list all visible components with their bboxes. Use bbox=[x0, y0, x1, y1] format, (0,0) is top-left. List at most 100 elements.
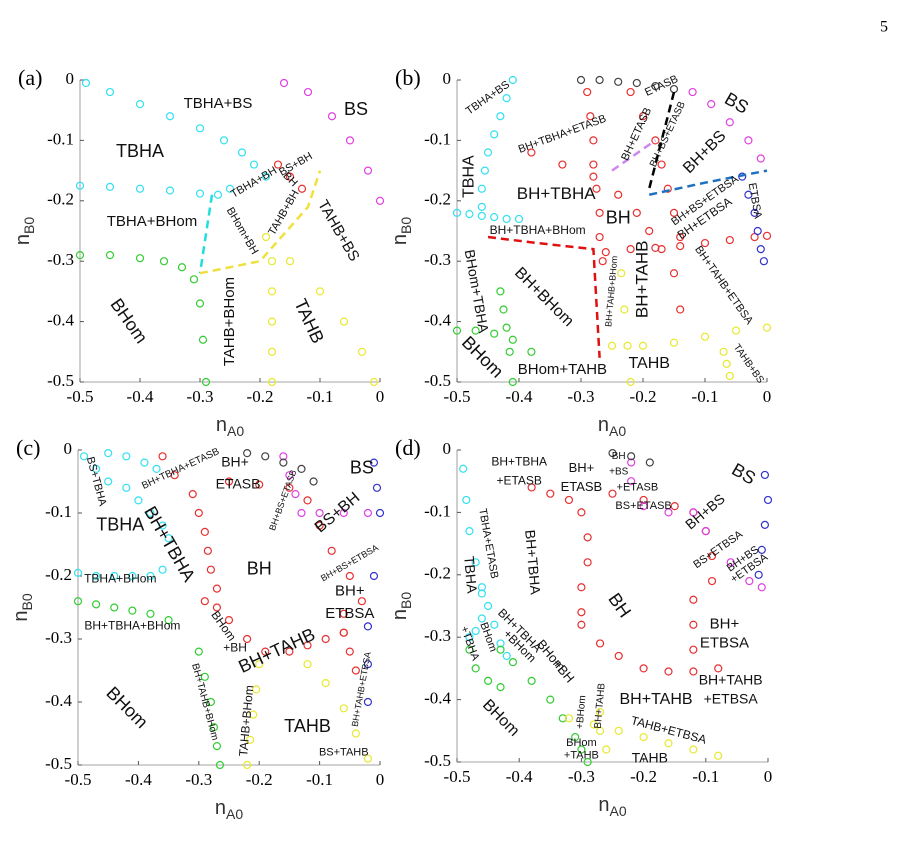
phase-point bbox=[122, 452, 131, 461]
phase-point bbox=[158, 452, 167, 461]
phase-point bbox=[714, 664, 723, 673]
panel-label: (a) bbox=[18, 65, 42, 90]
phase-point bbox=[261, 172, 271, 181]
phase-point bbox=[577, 620, 586, 629]
phase-point bbox=[762, 231, 772, 240]
panel-label: (c) bbox=[16, 435, 40, 460]
x-tick-label: -0.2 bbox=[630, 767, 657, 786]
panel: -0.5 -0.4 -0.3 -0.2 -0.1 0 -0.5 -0.4 -0.3 -0.2 -0.… bbox=[389, 65, 771, 439]
phase-boundary-dashed bbox=[611, 139, 657, 172]
phase-point bbox=[206, 565, 215, 574]
phase-point bbox=[158, 565, 167, 574]
phase-point bbox=[651, 136, 660, 145]
region-label: BH+TBHA+ETASB bbox=[517, 113, 608, 156]
phase-point bbox=[363, 622, 373, 631]
region-label: BS+BH bbox=[277, 150, 315, 179]
x-tick-label: -0.1 bbox=[307, 387, 334, 406]
phase-point bbox=[92, 464, 101, 473]
phase-point bbox=[255, 480, 264, 489]
phase-point bbox=[725, 371, 734, 381]
region-label: TBHA+BH bbox=[229, 165, 279, 201]
phase-point bbox=[762, 323, 772, 332]
phase-point bbox=[465, 527, 474, 536]
phase-point bbox=[583, 757, 592, 767]
phase-point bbox=[598, 257, 607, 266]
panel: -0.5 -0.4 -0.3 -0.2 -0.1 0 -0.5 -0.4 -0.3 -0.2 -0.… bbox=[10, 435, 384, 822]
phase-point bbox=[763, 495, 773, 505]
phase-point bbox=[303, 87, 313, 97]
phase-point bbox=[595, 75, 604, 85]
region-label: BHom+BH bbox=[224, 205, 261, 256]
y-label-sub: B0 bbox=[398, 217, 414, 234]
phase-point bbox=[471, 326, 480, 335]
phase-point bbox=[146, 571, 155, 581]
phase-point bbox=[756, 154, 765, 163]
phase-point bbox=[79, 452, 89, 461]
phase-point bbox=[595, 639, 605, 648]
phase-point bbox=[249, 160, 259, 169]
phase-point bbox=[689, 745, 698, 754]
phase-point bbox=[363, 166, 373, 175]
x-tick-label: -0.3 bbox=[185, 770, 212, 789]
phase-point bbox=[607, 341, 617, 350]
phase-point bbox=[595, 707, 605, 717]
phase-point bbox=[477, 614, 486, 623]
phase-point bbox=[321, 634, 330, 644]
y-label-sub: B0 bbox=[19, 593, 35, 610]
region-label: ETASB bbox=[561, 479, 603, 494]
x-axis-label: nA0 bbox=[216, 414, 244, 438]
phase-point bbox=[110, 603, 119, 612]
phase-point bbox=[670, 502, 679, 511]
x-tick-label: -0.4 bbox=[506, 387, 533, 406]
region-label: ETBSA bbox=[700, 634, 749, 651]
phase-point bbox=[725, 235, 734, 245]
region-label: BHom bbox=[477, 621, 499, 654]
phase-point bbox=[689, 620, 698, 629]
phase-point bbox=[345, 647, 354, 656]
phase-point bbox=[128, 571, 137, 581]
phase-point bbox=[452, 208, 462, 217]
y-tick-label: 0 bbox=[66, 69, 75, 88]
phase-point bbox=[285, 471, 294, 480]
y-tick-label: -0.5 bbox=[45, 754, 72, 773]
region-label: TBHA bbox=[116, 141, 164, 161]
phase-point bbox=[212, 603, 222, 612]
region-label: BHom bbox=[566, 737, 597, 749]
region-label: TBHA+BHom bbox=[84, 571, 156, 585]
phase-point bbox=[546, 695, 555, 704]
phase-point bbox=[508, 335, 517, 344]
phase-point bbox=[297, 184, 307, 193]
phase-point bbox=[92, 600, 101, 609]
region-label: BH+BS bbox=[682, 490, 728, 532]
region-label: TAHB bbox=[284, 716, 331, 736]
region-label: BHom+TAHB bbox=[518, 361, 607, 378]
x-axis-label: nA0 bbox=[598, 794, 626, 818]
phase-point bbox=[688, 87, 697, 97]
phase-point bbox=[564, 495, 574, 505]
phase-point bbox=[719, 347, 728, 356]
y-tick-label: -0.4 bbox=[47, 311, 74, 330]
phase-point bbox=[73, 597, 83, 606]
phase-point bbox=[471, 626, 480, 636]
phase-point bbox=[623, 341, 632, 350]
region-label: BHom bbox=[208, 608, 239, 643]
phase-point bbox=[676, 242, 685, 251]
phase-point bbox=[369, 571, 379, 581]
phase-point bbox=[726, 558, 735, 567]
phase-point bbox=[627, 477, 636, 486]
y-tick-label: -0.1 bbox=[424, 501, 451, 520]
phase-point bbox=[626, 245, 635, 254]
region-label: BH+TBHA bbox=[517, 184, 597, 203]
phase-point bbox=[664, 508, 673, 517]
phase-point bbox=[477, 211, 486, 220]
phase-point bbox=[602, 745, 611, 754]
phase-point bbox=[760, 470, 769, 480]
phase-point bbox=[327, 546, 336, 555]
phase-point bbox=[639, 495, 648, 505]
phase-point bbox=[508, 658, 518, 667]
phase-point bbox=[351, 729, 360, 738]
region-label: TBHA+BS bbox=[464, 79, 512, 118]
phase-point bbox=[750, 208, 759, 217]
phase-point bbox=[707, 551, 717, 561]
phase-point bbox=[490, 130, 499, 139]
